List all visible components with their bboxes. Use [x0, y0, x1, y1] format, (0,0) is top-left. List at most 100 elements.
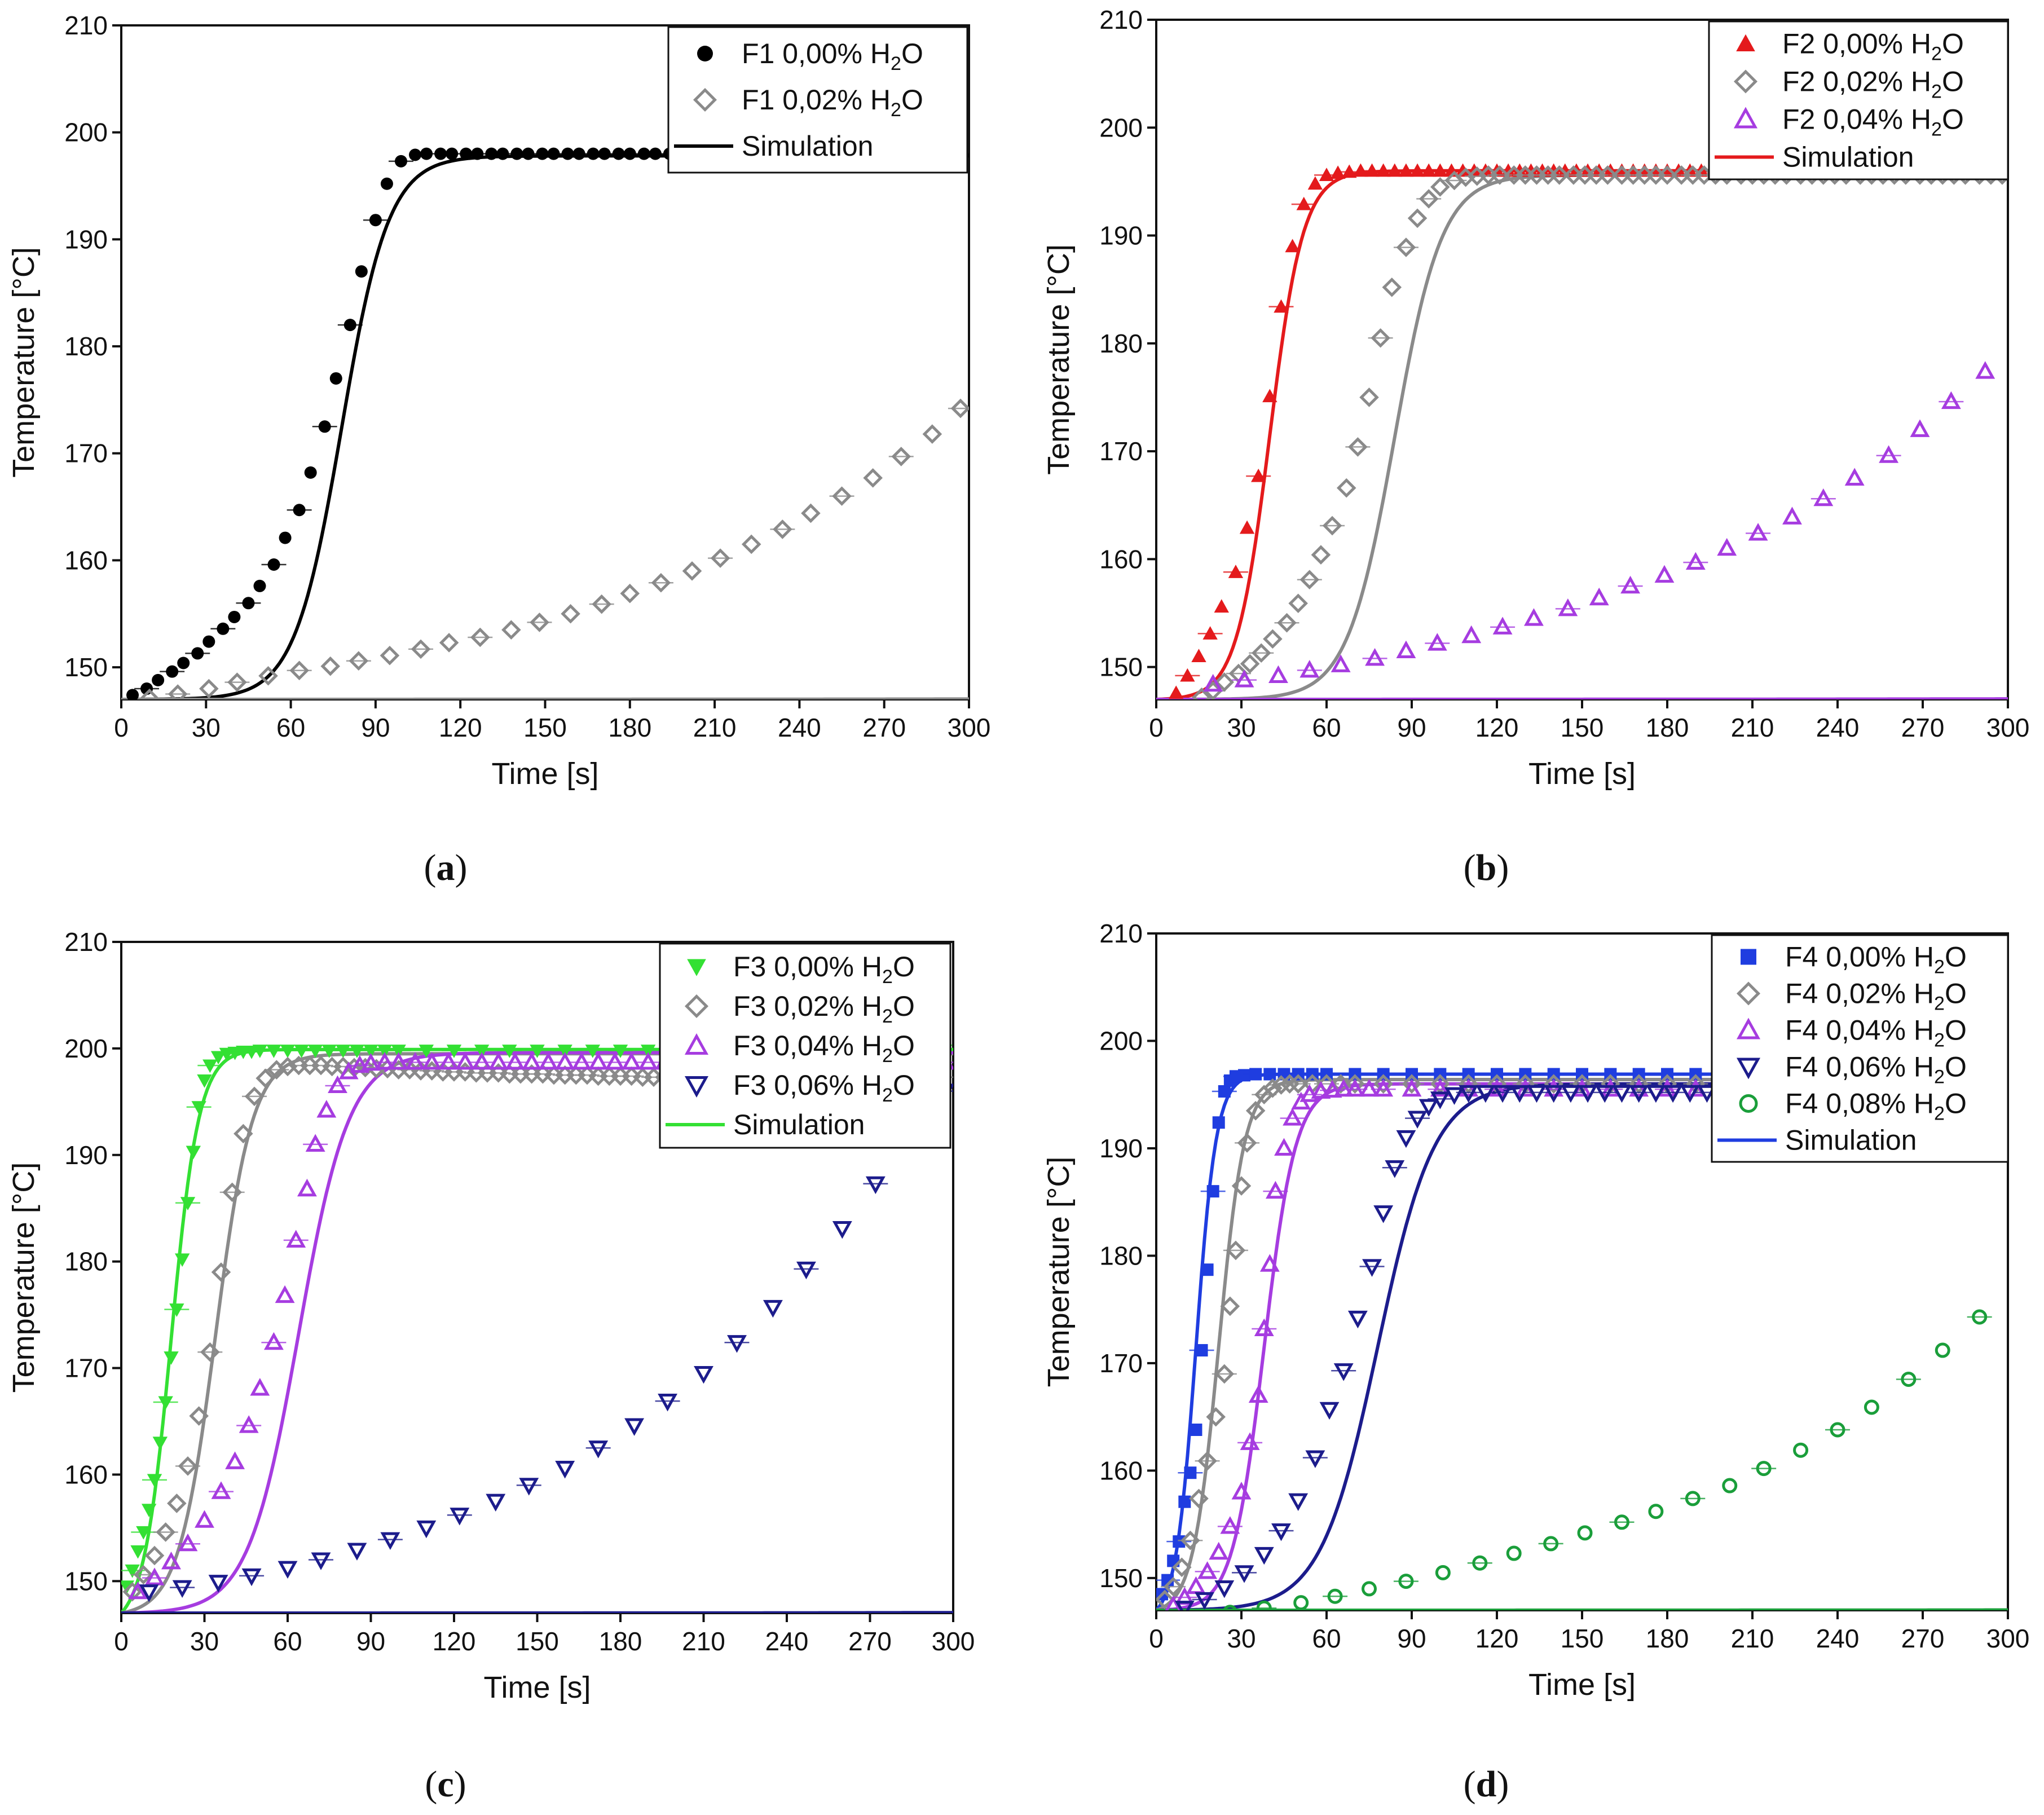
data-point: [1935, 1342, 1950, 1358]
data-point: [474, 1045, 490, 1058]
data-point: [1398, 163, 1414, 177]
data-point: [1299, 570, 1320, 589]
legend-label: F2 0,00% H2O: [1782, 28, 1964, 65]
data-point: [446, 147, 459, 160]
x-tick-label: 0: [114, 713, 129, 742]
data-point: [1197, 1451, 1217, 1471]
data-point: [1941, 391, 1961, 409]
x-axis-title: Time [s]: [483, 1671, 591, 1704]
data-point: [195, 1510, 214, 1528]
data-point: [144, 1545, 165, 1566]
panel-label: (d): [1464, 1764, 1509, 1805]
x-tick-label: 300: [948, 713, 991, 742]
y-tick-label: 160: [64, 545, 108, 575]
data-point: [801, 503, 821, 523]
data-point: [1813, 488, 1834, 506]
data-point: [651, 572, 671, 593]
data-point: [252, 1045, 268, 1058]
data-point: [1214, 1580, 1235, 1598]
data-point: [1311, 545, 1331, 565]
y-tick-label: 180: [64, 1247, 108, 1276]
data-point: [1249, 1068, 1262, 1081]
data-point: [422, 1052, 442, 1070]
data-point: [1195, 1592, 1215, 1610]
x-tick-label: 30: [192, 713, 221, 742]
data-point: [1180, 668, 1195, 682]
data-point: [1333, 1078, 1354, 1097]
data-point: [1271, 1523, 1291, 1541]
data-point: [258, 666, 278, 686]
data-point: [501, 620, 521, 640]
x-tick-label: 90: [1397, 1624, 1426, 1653]
y-tick-label: 210: [64, 11, 108, 40]
data-point: [186, 1146, 201, 1160]
data-point: [1186, 1576, 1206, 1594]
y-tick-label: 200: [1099, 1026, 1143, 1055]
data-point: [1455, 163, 1470, 177]
data-point: [161, 1551, 181, 1570]
data-point: [266, 1045, 281, 1058]
data-point: [1220, 1296, 1240, 1316]
data-point: [1238, 1069, 1251, 1082]
data-point: [1490, 165, 1510, 185]
data-point: [1657, 165, 1677, 185]
data-point: [694, 1365, 713, 1384]
panel-label: (a): [424, 847, 468, 888]
y-axis-title: Temperature [°C]: [1042, 244, 1076, 475]
data-point: [1322, 1080, 1342, 1098]
data-point: [1373, 1074, 1393, 1094]
data-point: [1283, 1108, 1303, 1126]
data-point: [279, 531, 292, 544]
x-tick-label: 210: [1731, 1624, 1774, 1653]
data-point: [1256, 1600, 1272, 1610]
data-point: [1830, 1422, 1845, 1438]
data-point: [496, 147, 509, 160]
data-point: [832, 1221, 852, 1239]
data-point: [638, 1052, 658, 1070]
series-f2-0-00-h2o: [1169, 163, 2005, 699]
data-point: [164, 1351, 179, 1365]
x-tick-label: 270: [862, 713, 906, 742]
legend-label: Simulation: [733, 1109, 865, 1140]
data-point: [189, 1406, 209, 1426]
data-point: [1782, 506, 1802, 525]
data-point: [1305, 1450, 1325, 1468]
legend-label: F3 0,02% H2O: [733, 990, 915, 1027]
data-point: [289, 660, 309, 681]
y-tick-label: 170: [64, 439, 108, 468]
legend-box: [659, 942, 951, 1149]
data-point: [1277, 613, 1297, 633]
data-point: [1620, 575, 1641, 594]
legend-marker: [1736, 981, 1761, 1006]
data-point: [294, 1045, 309, 1058]
data-point: [1578, 1085, 1598, 1103]
data-point: [1169, 685, 1184, 699]
data-point: [1419, 189, 1439, 209]
data-point: [1444, 1087, 1464, 1105]
data-point: [1396, 237, 1416, 257]
x-tick-label: 30: [1227, 713, 1256, 742]
data-point: [1203, 673, 1223, 692]
data-point: [1251, 468, 1266, 482]
data-point: [1385, 1160, 1405, 1178]
data-point: [1512, 163, 1527, 177]
data-point: [658, 1394, 678, 1412]
data-point: [1201, 1263, 1214, 1276]
y-tick-label: 170: [1099, 1349, 1143, 1378]
data-point: [375, 1052, 395, 1070]
data-point: [217, 622, 230, 635]
data-point: [227, 672, 247, 692]
data-point: [174, 1253, 190, 1267]
data-point: [710, 548, 730, 568]
data-point: [1680, 1085, 1700, 1103]
data-layer: [121, 147, 969, 699]
data-point: [1288, 1074, 1308, 1094]
x-tick-label: 120: [1475, 713, 1519, 742]
data-point: [1209, 1541, 1229, 1560]
data-point: [349, 651, 369, 671]
data-point: [741, 534, 761, 554]
data-point: [277, 1561, 298, 1579]
data-point: [1239, 520, 1255, 534]
data-point: [1322, 516, 1342, 536]
legend-label: F2 0,02% H2O: [1782, 66, 1964, 103]
